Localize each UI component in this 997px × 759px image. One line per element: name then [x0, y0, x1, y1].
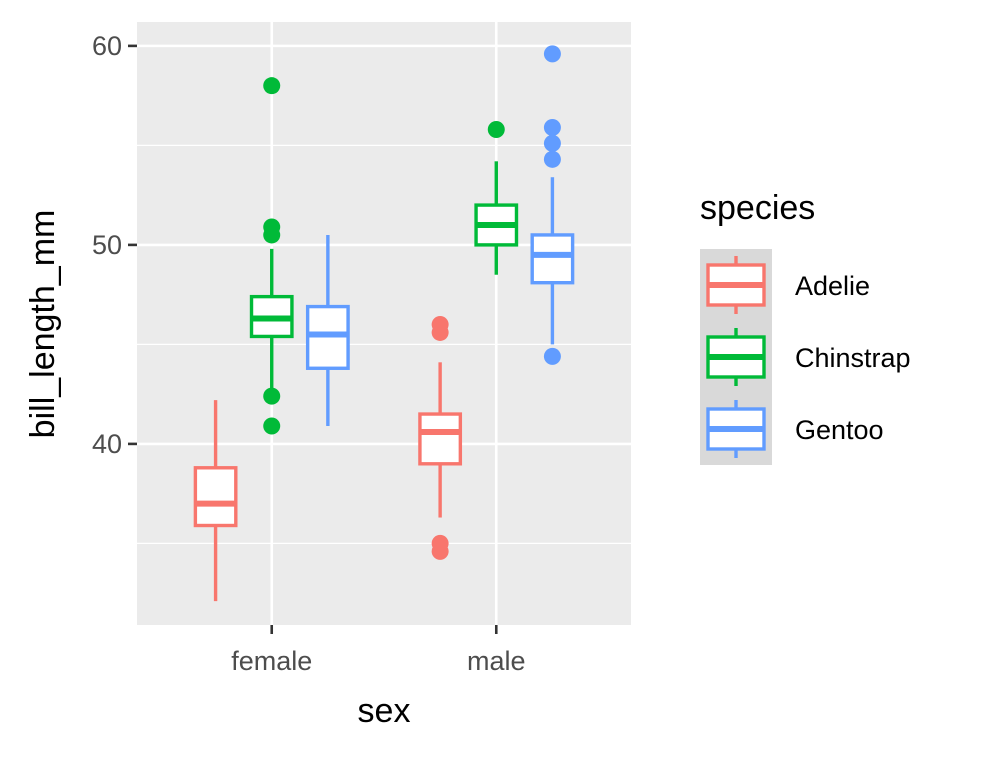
outlier-point — [263, 218, 281, 236]
legend-item-adelie: Adelie — [706, 256, 870, 314]
outlier-point — [431, 315, 449, 333]
x-axis-title: sex — [358, 692, 411, 730]
outlier-point — [431, 534, 449, 552]
y-axis-title: bill_length_mm — [24, 210, 62, 439]
box-iqr — [530, 233, 575, 285]
outlier-point — [263, 417, 281, 435]
x-tick-label: female — [231, 646, 312, 676]
box-adelie-female — [193, 400, 238, 602]
legend-item-chinstrap: Chinstrap — [706, 328, 911, 386]
box-adelie-male — [418, 315, 463, 560]
panel-background — [137, 22, 631, 625]
box-chinstrap-female — [249, 77, 294, 435]
outlier-point — [543, 134, 561, 152]
box-layer — [193, 45, 575, 602]
legend-item-label: Adelie — [795, 271, 870, 301]
outlier-point — [543, 347, 561, 365]
y-tick-label: 50 — [92, 230, 122, 260]
y-tick-label: 40 — [92, 429, 122, 459]
x-tick-label: male — [467, 646, 526, 676]
outlier-point — [487, 120, 505, 138]
box-chinstrap-male — [474, 120, 519, 275]
legend-item-label: Chinstrap — [795, 343, 911, 373]
legend-item-label: Gentoo — [795, 415, 884, 445]
box-gentoo-female — [305, 234, 350, 426]
legend: species Adelie Chinstrap Gentoo — [700, 189, 911, 465]
box-iqr — [193, 466, 238, 528]
outlier-point — [543, 118, 561, 136]
legend-item-gentoo: Gentoo — [706, 400, 884, 458]
legend-title: species — [700, 189, 815, 227]
outlier-point — [263, 387, 281, 405]
y-tick-label: 60 — [92, 31, 122, 61]
x-axis: female male — [231, 625, 526, 676]
legend-items: Adelie Chinstrap Gentoo — [706, 256, 911, 458]
y-axis: 40 50 60 — [92, 31, 137, 459]
outlier-point — [543, 45, 561, 63]
outlier-point — [263, 77, 281, 95]
box-gentoo-male — [530, 45, 575, 365]
box-iqr — [418, 412, 463, 466]
outlier-point — [543, 150, 561, 168]
